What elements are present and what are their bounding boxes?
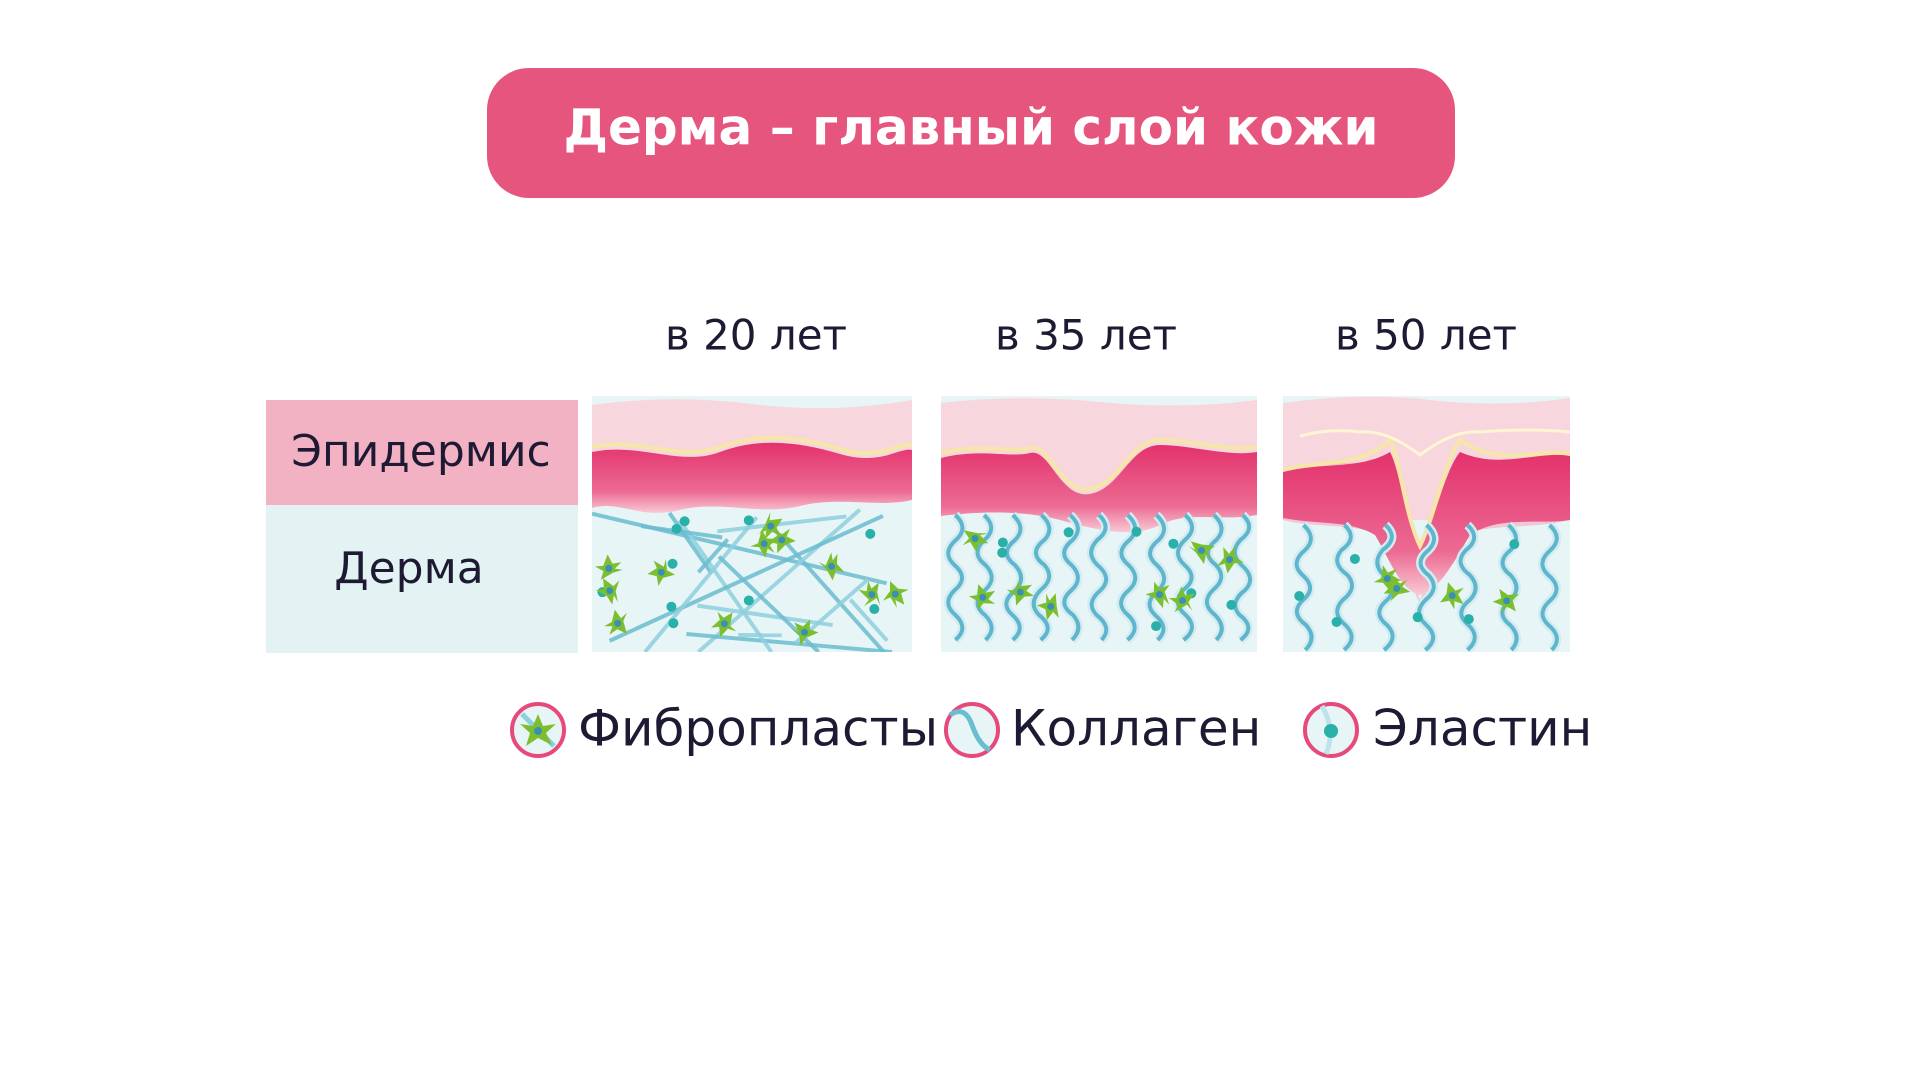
- legend-label: Эластин: [1373, 700, 1592, 758]
- layer-label: Дерма: [334, 543, 484, 594]
- layer-label: Эпидермис: [291, 426, 551, 477]
- derma-row: [266, 505, 578, 653]
- legend: Фибропласты Коллаген Эластин: [510, 700, 1592, 758]
- age-label: в 35 лет: [995, 311, 1177, 360]
- skin-panel: [592, 396, 912, 652]
- epidermis-row: [266, 400, 578, 505]
- skin-panel: [941, 396, 1257, 652]
- legend-label: Фибропласты: [578, 700, 938, 758]
- title-pill: [487, 68, 1455, 198]
- legend-label: Коллаген: [1011, 700, 1261, 758]
- age-label: в 20 лет: [665, 311, 847, 360]
- age-label: в 50 лет: [1335, 311, 1517, 360]
- skin-panel: [1283, 396, 1570, 652]
- title: Дерма – главный слой кожи: [563, 99, 1378, 157]
